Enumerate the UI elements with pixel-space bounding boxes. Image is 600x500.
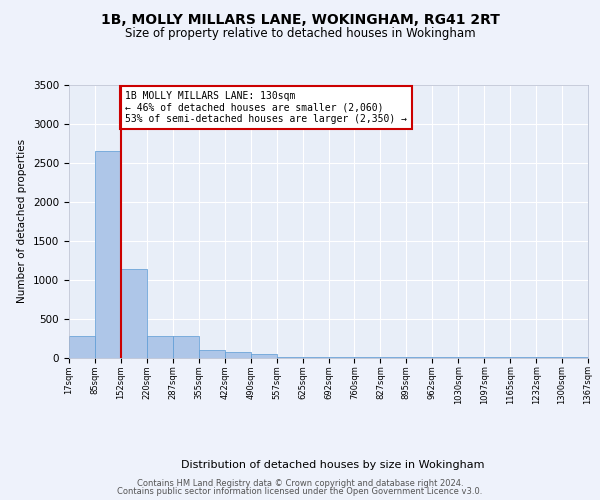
Y-axis label: Number of detached properties: Number of detached properties [17,139,28,304]
Text: Distribution of detached houses by size in Wokingham: Distribution of detached houses by size … [181,460,485,470]
Bar [121,268,147,358]
Bar [69,336,95,357]
Text: 1B MOLLY MILLARS LANE: 130sqm
← 46% of detached houses are smaller (2,060)
53% o: 1B MOLLY MILLARS LANE: 130sqm ← 46% of d… [125,91,407,124]
Text: 1B, MOLLY MILLARS LANE, WOKINGHAM, RG41 2RT: 1B, MOLLY MILLARS LANE, WOKINGHAM, RG41 … [101,12,499,26]
Text: Contains HM Land Registry data © Crown copyright and database right 2024.: Contains HM Land Registry data © Crown c… [137,478,463,488]
Text: Contains public sector information licensed under the Open Government Licence v3: Contains public sector information licen… [118,487,482,496]
Bar [147,336,173,357]
Bar [199,350,224,358]
Bar [251,354,277,358]
Bar [225,352,251,358]
Bar [173,336,199,357]
Text: Size of property relative to detached houses in Wokingham: Size of property relative to detached ho… [125,28,475,40]
Bar [95,151,121,358]
